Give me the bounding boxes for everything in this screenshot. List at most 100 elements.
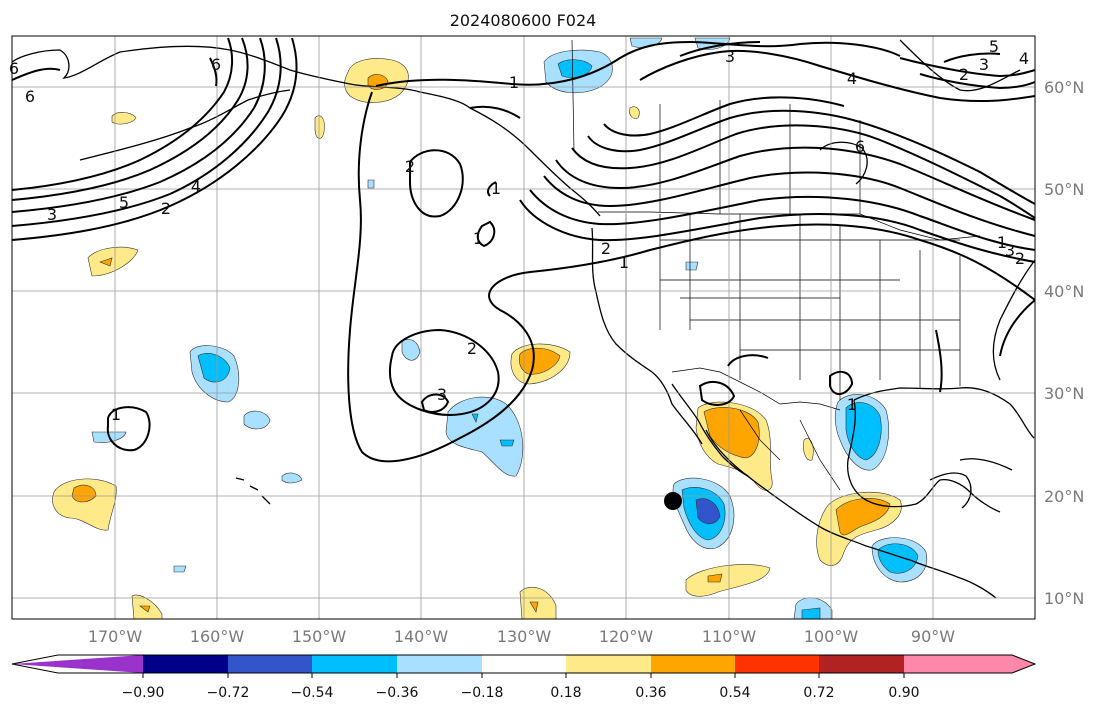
colorbar-tick-label: 0.90 <box>888 685 919 701</box>
shade-negative <box>499 439 515 447</box>
lon-label: 160°W <box>190 627 245 646</box>
shade-positive <box>99 257 113 267</box>
contour-label: 4 <box>1019 49 1029 68</box>
contour-line <box>899 57 1036 78</box>
coastline-yucatan <box>929 472 972 509</box>
shade-negative <box>801 607 821 620</box>
contour-line <box>603 96 845 137</box>
contour-line <box>487 181 497 197</box>
lon-label: 150°W <box>292 627 347 646</box>
map-title: 2024080600 F024 <box>450 11 597 30</box>
shade-positive <box>629 106 640 119</box>
contour-label: 3 <box>725 47 735 66</box>
colorbar-bin <box>228 655 312 673</box>
contour-label: 6 <box>855 137 865 156</box>
lat-label: 60°N <box>1044 78 1084 97</box>
latitude-labels: 60°N 50°N 40°N 30°N 20°N 10°N <box>1044 78 1084 608</box>
shade-positive <box>707 573 723 583</box>
colorbar-bin <box>482 655 566 673</box>
lon-label: 140°W <box>394 627 449 646</box>
coastline-canada-arctic <box>899 39 1021 92</box>
colorbar-tick-label: −0.90 <box>122 685 165 701</box>
colorbar-bin <box>566 655 651 673</box>
shade-negative <box>695 498 721 525</box>
colorbar-bin <box>12 655 143 673</box>
contour-line <box>347 91 1036 463</box>
contour-label: 1 <box>847 395 857 414</box>
lon-label: 170°W <box>88 627 143 646</box>
contour-line <box>389 328 500 416</box>
shade-positive <box>367 74 389 90</box>
longitude-labels: 170°W 160°W 150°W 140°W 130°W 120°W 110°… <box>88 627 955 646</box>
shade-negative <box>445 396 524 477</box>
colorbar-tick-label: −0.72 <box>207 685 250 701</box>
province-lines <box>659 100 861 214</box>
colorbar-tick-label: 0.54 <box>719 685 750 701</box>
contour-line <box>209 57 218 87</box>
shade-negative <box>471 413 479 423</box>
contour-line <box>943 52 1001 63</box>
colorbar-bin <box>819 655 904 673</box>
contour-line <box>999 299 1036 357</box>
lat-label: 30°N <box>1044 384 1084 403</box>
contour-line <box>106 406 151 452</box>
contour-label: 2 <box>161 199 171 218</box>
contour-labels: 6 6 6 4 5 3 2 1 2 1 1 2 1 2 3 3 4 6 3 2 … <box>9 37 1029 424</box>
contour-label: 1 <box>509 73 519 92</box>
shade-negative <box>281 472 303 484</box>
lat-label: 20°N <box>1044 487 1084 506</box>
colorbar-bin <box>904 655 1035 673</box>
shade-positive <box>111 112 137 125</box>
shade-positive <box>518 347 561 375</box>
contour-line <box>919 73 1036 90</box>
map-frame <box>11 35 1036 620</box>
colorbar-bin <box>735 655 819 673</box>
contour-label: 2 <box>467 339 477 358</box>
lon-label: 130°W <box>497 627 552 646</box>
contour-line <box>11 37 266 213</box>
colorbar-tick-label: 0.18 <box>550 685 581 701</box>
contour-line <box>476 220 496 248</box>
shade-negative <box>243 410 271 430</box>
contour-label: 3 <box>437 385 447 404</box>
shade-negative <box>557 59 593 78</box>
lon-label: 110°W <box>702 627 757 646</box>
contour-line <box>935 329 943 393</box>
contour-label: 3 <box>979 55 989 74</box>
contour-label: 6 <box>25 87 35 106</box>
lat-label: 50°N <box>1044 180 1084 199</box>
contour-lines <box>11 37 1036 463</box>
coastline-gulf <box>846 399 1001 513</box>
lat-label: 40°N <box>1044 282 1084 301</box>
coastline-mexico-pacific <box>705 429 997 599</box>
coastlines <box>11 39 1036 599</box>
colorbar-bin <box>143 655 228 673</box>
contour-label: 1 <box>491 179 501 198</box>
colorbar-bin <box>651 655 735 673</box>
border-alaska-canada <box>571 39 575 151</box>
contour-label: 1 <box>619 253 629 272</box>
contour-line <box>375 40 901 87</box>
map-panel: 6 6 6 4 5 3 2 1 2 1 1 2 1 2 3 3 4 6 3 2 … <box>9 35 1036 620</box>
contour-line <box>409 149 464 218</box>
contour-line <box>571 124 1036 219</box>
colorbar-tick-label: −0.18 <box>461 685 504 701</box>
shade-negative <box>877 543 919 574</box>
shade-positive <box>139 605 151 613</box>
contour-label: 1 <box>997 233 1007 252</box>
shade-negative <box>367 179 375 189</box>
contour-line <box>639 49 1036 103</box>
shade-positive <box>314 115 325 139</box>
coastline-baja <box>671 383 749 477</box>
contour-label: 2 <box>405 157 415 176</box>
shade-positive <box>52 478 117 531</box>
contour-line <box>543 171 1036 237</box>
coastline-aleutians <box>79 89 291 161</box>
colorbar-tick-label: 0.72 <box>803 685 834 701</box>
lon-label: 120°W <box>599 627 654 646</box>
contour-line <box>587 109 1036 205</box>
colorbar-tick-label: 0.36 <box>635 685 666 701</box>
shade-positive <box>685 564 771 597</box>
contour-label: 4 <box>847 69 857 88</box>
